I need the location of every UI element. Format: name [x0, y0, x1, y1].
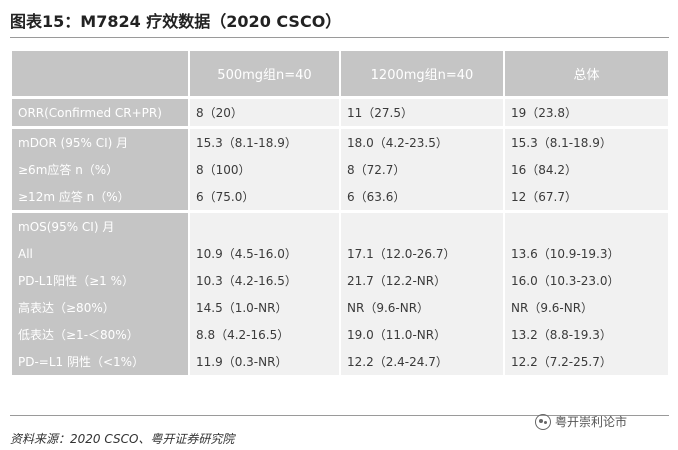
header-cell-total: 总体: [503, 51, 668, 96]
row-label: mOS(95% CI) 月: [12, 213, 189, 240]
table-cell: [503, 213, 668, 240]
table-cell: NR（9.6-NR）: [339, 294, 504, 321]
figure-title: 图表15：M7824 疗效数据（2020 CSCO）: [10, 12, 342, 31]
table-row: 低表达（≥1-＜80%） 8.8（4.2-16.5） 19.0（11.0-NR）…: [12, 321, 668, 348]
row-label: 高表达（≥80%）: [12, 294, 189, 321]
table-cell: 19（23.8）: [503, 99, 668, 126]
table-cell: 10.9（4.5-16.0）: [188, 240, 340, 267]
table-cell: 18.0（4.2-23.5）: [339, 129, 504, 156]
row-label: PD-L1阳性（≥1 %）: [12, 267, 189, 294]
header-cell-empty: [12, 51, 189, 96]
table-row: ORR(Confirmed CR+PR) 8（20） 11（27.5） 19（2…: [12, 99, 668, 126]
table-header-row: 500mg组n=40 1200mg组n=40 总体: [12, 51, 668, 96]
table-row: All 10.9（4.5-16.0） 17.1（12.0-26.7） 13.6（…: [12, 240, 668, 267]
table-cell: 15.3（8.1-18.9）: [503, 129, 668, 156]
wechat-icon: [535, 413, 551, 430]
table-cell: 8（72.7）: [339, 156, 504, 183]
table-cell: 16.0（10.3-23.0）: [503, 267, 668, 294]
top-rule: [10, 37, 669, 38]
row-label: 低表达（≥1-＜80%）: [12, 321, 189, 348]
row-label: ≥12m 应答 n（%）: [12, 183, 189, 210]
row-label: mDOR (95% CI) 月: [12, 129, 189, 156]
table-cell: 12.2（2.4-24.7）: [339, 348, 504, 375]
table-row: ≥6m应答 n（%） 8（100） 8（72.7） 16（84.2）: [12, 156, 668, 183]
table-cell: 17.1（12.0-26.7）: [339, 240, 504, 267]
table-cell: 12.2（7.2-25.7）: [503, 348, 668, 375]
efficacy-table: 500mg组n=40 1200mg组n=40 总体 ORR(Confirmed …: [12, 51, 668, 375]
header-cell-1200mg: 1200mg组n=40: [339, 51, 504, 96]
table-cell: 19.0（11.0-NR）: [339, 321, 504, 348]
table-cell: 6（75.0）: [188, 183, 340, 210]
table-cell: 11.9（0.3-NR）: [188, 348, 340, 375]
row-label: ORR(Confirmed CR+PR): [12, 99, 189, 126]
row-label: PD-=L1 阴性（<1%）: [12, 348, 189, 375]
watermark: 粤开崇利论市: [535, 413, 627, 430]
table-cell: [339, 213, 504, 240]
source-note: 资料来源：2020 CSCO、粤开证券研究院: [10, 432, 235, 446]
row-label: ≥6m应答 n（%）: [12, 156, 189, 183]
table-cell: 8.8（4.2-16.5）: [188, 321, 340, 348]
header-cell-500mg: 500mg组n=40: [188, 51, 340, 96]
table-cell: 15.3（8.1-18.9）: [188, 129, 340, 156]
table-cell: 16（84.2）: [503, 156, 668, 183]
watermark-text: 粤开崇利论市: [555, 415, 628, 429]
table-row: ≥12m 应答 n（%） 6（75.0） 6（63.6） 12（67.7）: [12, 183, 668, 210]
table-cell: 13.2（8.8-19.3）: [503, 321, 668, 348]
table-cell: [188, 213, 340, 240]
table-row: mDOR (95% CI) 月 15.3（8.1-18.9） 18.0（4.2-…: [12, 129, 668, 156]
table-row: PD-=L1 阴性（<1%） 11.9（0.3-NR） 12.2（2.4-24.…: [12, 348, 668, 375]
table-cell: 8（100）: [188, 156, 340, 183]
table-cell: 12（67.7）: [503, 183, 668, 210]
table-cell: 13.6（10.9-19.3）: [503, 240, 668, 267]
bottom-rule: [10, 415, 669, 416]
table-cell: 6（63.6）: [339, 183, 504, 210]
table-row: PD-L1阳性（≥1 %） 10.3（4.2-16.5） 21.7（12.2-N…: [12, 267, 668, 294]
table-cell: 14.5（1.0-NR）: [188, 294, 340, 321]
table-cell: NR（9.6-NR）: [503, 294, 668, 321]
row-label: All: [12, 240, 189, 267]
table-cell: 8（20）: [188, 99, 340, 126]
table-row: 高表达（≥80%） 14.5（1.0-NR） NR（9.6-NR） NR（9.6…: [12, 294, 668, 321]
table-cell: 21.7（12.2-NR）: [339, 267, 504, 294]
table-cell: 10.3（4.2-16.5）: [188, 267, 340, 294]
table-row: mOS(95% CI) 月: [12, 213, 668, 240]
table-cell: 11（27.5）: [339, 99, 504, 126]
